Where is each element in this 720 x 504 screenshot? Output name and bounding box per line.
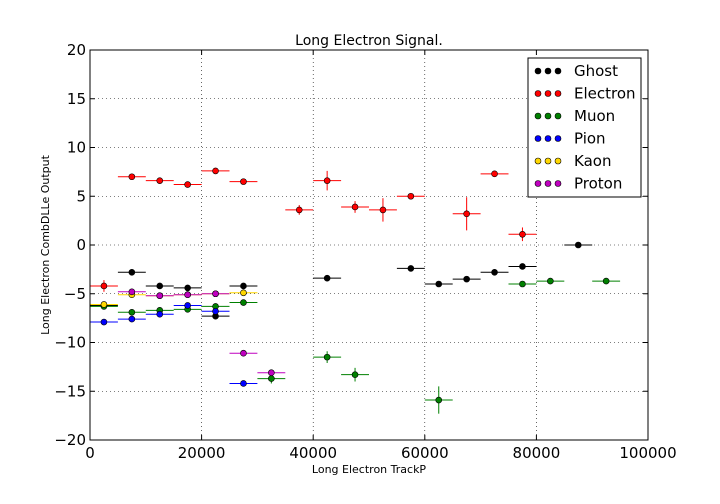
y-tick-label: 5 xyxy=(76,187,86,205)
legend-label: Pion xyxy=(574,130,606,148)
data-point xyxy=(212,307,219,315)
legend-marker xyxy=(544,67,552,75)
legend-label: Electron xyxy=(574,85,636,103)
legend-label: Proton xyxy=(574,175,622,193)
legend-box xyxy=(527,57,642,198)
data-point xyxy=(519,230,526,238)
legend-marker xyxy=(554,67,562,75)
data-point xyxy=(323,353,331,361)
y-axis-label: Long Electron CombDLLe Output xyxy=(39,154,52,335)
data-series xyxy=(90,167,621,414)
data-point xyxy=(100,282,108,290)
x-tick-label: 40000 xyxy=(289,444,337,462)
data-point xyxy=(128,308,136,316)
data-point xyxy=(212,290,219,298)
x-tick-label: 100000 xyxy=(619,444,676,462)
data-point xyxy=(128,173,136,181)
legend: Ghost Electron Muon Pion Kaon Proton xyxy=(527,57,642,198)
legend-marker xyxy=(554,157,562,165)
data-point xyxy=(128,268,136,276)
data-point xyxy=(463,210,470,218)
data-point xyxy=(351,203,359,211)
data-point xyxy=(128,288,136,296)
legend-label: Kaon xyxy=(574,152,611,170)
data-point xyxy=(156,177,164,184)
legend-marker xyxy=(544,90,552,97)
legend-marker xyxy=(534,90,542,97)
y-tick-label: 0 xyxy=(76,236,86,254)
x-tick-label: 20000 xyxy=(178,444,226,462)
data-point xyxy=(323,274,331,282)
x-axis-label: Long Electron TrackP xyxy=(312,463,427,476)
legend-marker xyxy=(534,135,542,142)
legend-marker xyxy=(534,67,542,75)
data-point xyxy=(435,396,443,404)
y-tick-label: −15 xyxy=(54,382,86,400)
data-point xyxy=(268,375,275,382)
data-point xyxy=(100,301,108,308)
data-point xyxy=(519,263,526,270)
legend-marker xyxy=(554,135,562,142)
data-point xyxy=(602,277,610,285)
y-tick-label: −20 xyxy=(54,431,86,449)
legend-label: Muon xyxy=(574,107,615,125)
x-tick-label: 60000 xyxy=(401,444,449,462)
legend-marker xyxy=(544,135,552,142)
data-point xyxy=(184,302,191,309)
data-point xyxy=(128,315,136,323)
x-tick-label: 0 xyxy=(85,444,95,462)
data-point xyxy=(268,369,275,377)
data-point xyxy=(240,299,247,306)
data-point xyxy=(184,284,191,292)
legend-marker xyxy=(544,112,552,120)
data-point xyxy=(407,192,415,200)
legend-marker xyxy=(554,180,562,187)
y-tick-label: −10 xyxy=(54,334,86,352)
legend-marker xyxy=(554,112,562,120)
y-tick-label: −5 xyxy=(64,285,86,303)
legend-marker xyxy=(534,180,542,187)
data-point xyxy=(184,181,191,188)
chart-title: Long Electron Signal. xyxy=(295,33,443,49)
data-point xyxy=(435,280,443,288)
data-point xyxy=(574,241,582,249)
legend-label: Ghost xyxy=(574,62,618,80)
series-pion xyxy=(90,302,258,387)
data-point xyxy=(156,292,164,300)
data-point xyxy=(240,349,247,357)
data-point xyxy=(240,380,247,387)
data-point xyxy=(240,282,247,290)
data-point xyxy=(379,206,387,214)
data-point xyxy=(491,170,498,178)
legend-marker xyxy=(534,157,542,165)
data-point xyxy=(100,318,108,326)
series-proton xyxy=(117,288,286,377)
y-tick-label: 20 xyxy=(67,41,86,59)
data-point xyxy=(407,265,415,272)
data-point xyxy=(156,310,164,318)
y-tick-label: 15 xyxy=(67,90,86,108)
legend-marker xyxy=(534,112,542,120)
x-tick-label: 80000 xyxy=(513,444,561,462)
data-point xyxy=(212,167,219,175)
data-point xyxy=(240,178,247,185)
legend-marker xyxy=(544,180,552,187)
axis-ticks: 0 20000 40000 60000 80000 100000 20 15 10 5 0 −5 −10… xyxy=(54,41,676,462)
data-point xyxy=(463,275,470,283)
legend-marker xyxy=(544,157,552,165)
series-electron xyxy=(90,167,537,292)
data-point xyxy=(351,371,359,378)
data-point xyxy=(295,206,303,214)
data-point xyxy=(519,280,526,288)
data-point xyxy=(323,177,331,184)
data-point xyxy=(491,268,498,276)
legend-marker xyxy=(554,90,562,97)
data-point xyxy=(156,282,164,290)
y-tick-label: 10 xyxy=(67,139,86,157)
data-point xyxy=(240,289,247,297)
data-point xyxy=(547,277,554,285)
data-point xyxy=(184,291,191,299)
